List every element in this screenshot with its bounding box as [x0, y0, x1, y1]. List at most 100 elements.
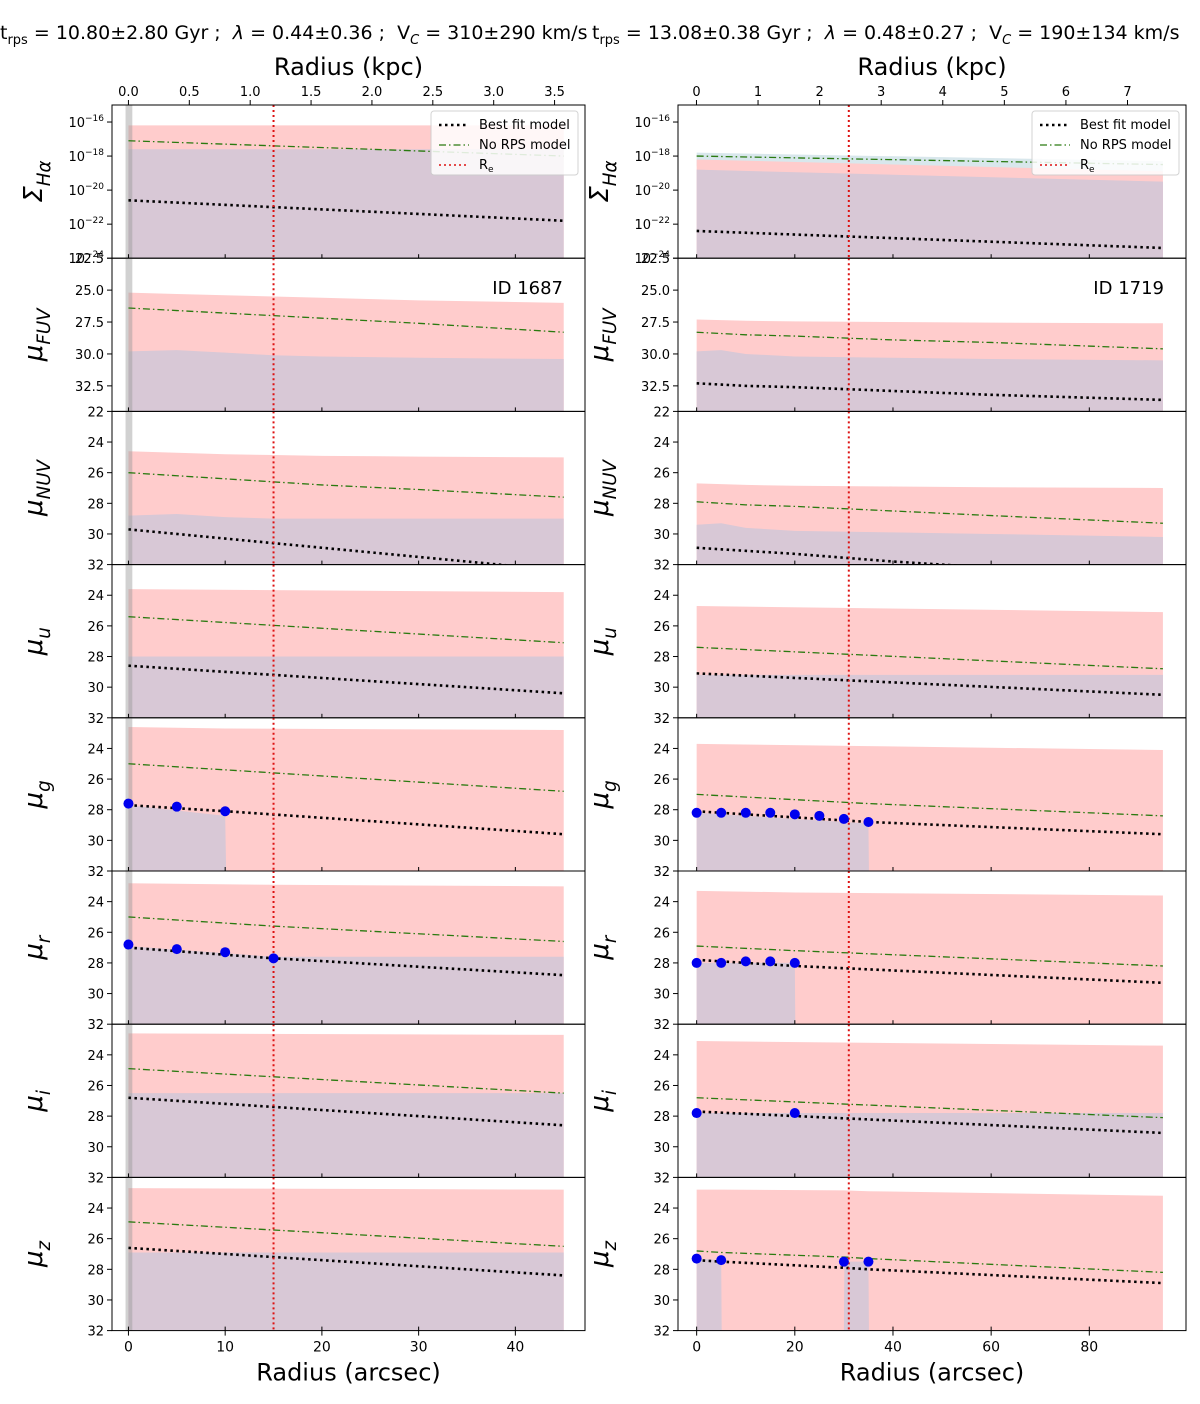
- panel-plot-area: [125, 1024, 564, 1178]
- panel-plot-area: [696, 411, 1163, 565]
- y-tick-label: 26: [653, 1079, 670, 1094]
- model-min-band: [128, 946, 564, 1025]
- model-range-band: [128, 726, 564, 871]
- top-x-tick-label: 7: [1123, 85, 1131, 100]
- y-tick-label: 24: [87, 1049, 104, 1064]
- model-min-band: [696, 523, 1163, 565]
- panel-plot-area: [691, 717, 1163, 871]
- y-axis-label: μg: [19, 780, 55, 809]
- y-tick-label: 24: [87, 589, 104, 604]
- data-point: [789, 1108, 800, 1119]
- y-tick-label: 28: [87, 1263, 104, 1278]
- panel-5: [673, 717, 1187, 872]
- top-x-tick-label: 1: [754, 85, 762, 100]
- y-tick-label: 22.5: [641, 252, 670, 267]
- y-tick-label: 28: [87, 1110, 104, 1125]
- panel-8: [673, 1176, 1187, 1332]
- y-tick-label: 26: [653, 467, 670, 482]
- data-point: [716, 1255, 727, 1266]
- bottom-x-tick-label: 40: [506, 1340, 524, 1356]
- bottom-x-tick-label: 30: [410, 1340, 428, 1356]
- panel-plot-area: [125, 411, 564, 565]
- panel-7: [107, 1023, 586, 1178]
- y-tick-label: 10−24: [634, 250, 670, 267]
- gray-band: [125, 564, 133, 718]
- top-x-axis-label: Radius (kpc): [857, 53, 1006, 81]
- y-tick-label: 24: [87, 896, 104, 911]
- y-tick-label: 30: [87, 834, 104, 849]
- y-tick-label: 26: [653, 926, 670, 941]
- model-min-band: [696, 812, 869, 871]
- data-point: [740, 956, 751, 967]
- panel-7: [673, 1023, 1187, 1178]
- no-rps-model-line: [128, 1221, 564, 1247]
- y-tick-label: 26: [87, 773, 104, 788]
- legend-box: [430, 110, 579, 176]
- y-tick-label: 32.5: [641, 380, 670, 395]
- panel-frame: [111, 1176, 586, 1332]
- no-rps-model-line: [128, 307, 564, 333]
- y-tick-label: 26: [87, 467, 104, 482]
- data-point: [838, 813, 849, 824]
- y-tick-label: 30: [653, 1141, 670, 1156]
- legend: Best fit model No RPS model Re: [430, 110, 579, 176]
- best-fit-model-line: [696, 546, 963, 565]
- y-tick-label: 28: [653, 1263, 670, 1278]
- data-point: [691, 1253, 702, 1264]
- y-tick-label: 22: [653, 405, 670, 420]
- y-axis-label: ΣHα: [19, 161, 55, 203]
- model-min-band: [128, 350, 564, 412]
- y-tick-label: 24: [653, 1202, 670, 1217]
- y-tick-label: 30: [653, 834, 670, 849]
- y-tick-label: 26: [653, 1233, 670, 1248]
- y-axis-label: μz: [19, 1241, 55, 1269]
- y-axis-label: μu: [585, 627, 621, 656]
- top-x-tick-label: 3.0: [483, 85, 504, 100]
- top-x-tick-label: 3: [877, 85, 885, 100]
- panel-plot-area: [125, 258, 564, 412]
- bottom-x-tick-label: 0: [124, 1340, 133, 1356]
- no-rps-model-line: [128, 763, 564, 792]
- y-axis-label: μi: [19, 1090, 55, 1113]
- bottom-x-tick-label: 10: [216, 1340, 234, 1356]
- data-point: [691, 1108, 702, 1119]
- data-point: [123, 798, 134, 809]
- y-tick-label: 30: [87, 528, 104, 543]
- y-tick-label: 10−24: [68, 250, 104, 267]
- gray-band: [125, 717, 133, 871]
- id-label: ID 1719: [1093, 278, 1164, 299]
- gray-band: [125, 105, 133, 259]
- model-range-band: [696, 890, 1163, 1025]
- y-axis-label: μFUV: [19, 307, 55, 362]
- model-min-band: [696, 674, 1163, 718]
- y-tick-label: 24: [653, 742, 670, 757]
- y-tick-label: 32.5: [75, 380, 104, 395]
- y-tick-label: 30: [87, 1141, 104, 1156]
- y-tick-label: 28: [653, 804, 670, 819]
- panel-plot-area: [123, 871, 564, 1025]
- y-tick-label: 30: [87, 1294, 104, 1309]
- y-axis-label: μNUV: [585, 458, 621, 516]
- y-axis-label: μNUV: [19, 458, 55, 516]
- no-rps-model-line: [128, 616, 564, 644]
- legend-label: Best fit model: [1080, 118, 1171, 133]
- y-tick-label: 28: [87, 957, 104, 972]
- y-tick-label: 10−18: [634, 148, 670, 165]
- y-tick-label: 10−16: [634, 114, 670, 131]
- gray-band: [125, 1024, 133, 1178]
- y-tick-label: 26: [87, 1233, 104, 1248]
- y-tick-label: 24: [87, 436, 104, 451]
- data-point: [789, 809, 800, 820]
- panel-5: [107, 717, 586, 872]
- y-tick-label: 32: [87, 1171, 104, 1186]
- y-axis-label: μr: [19, 934, 55, 961]
- y-axis-label: μFUV: [585, 307, 621, 362]
- y-tick-label: 30: [653, 528, 670, 543]
- y-tick-label: 10−22: [68, 216, 104, 233]
- y-tick-label: 32: [87, 865, 104, 880]
- top-x-axis-label: Radius (kpc): [274, 53, 423, 81]
- data-point: [691, 957, 702, 968]
- gray-band: [125, 411, 133, 565]
- top-x-tick-label: 0: [692, 85, 700, 100]
